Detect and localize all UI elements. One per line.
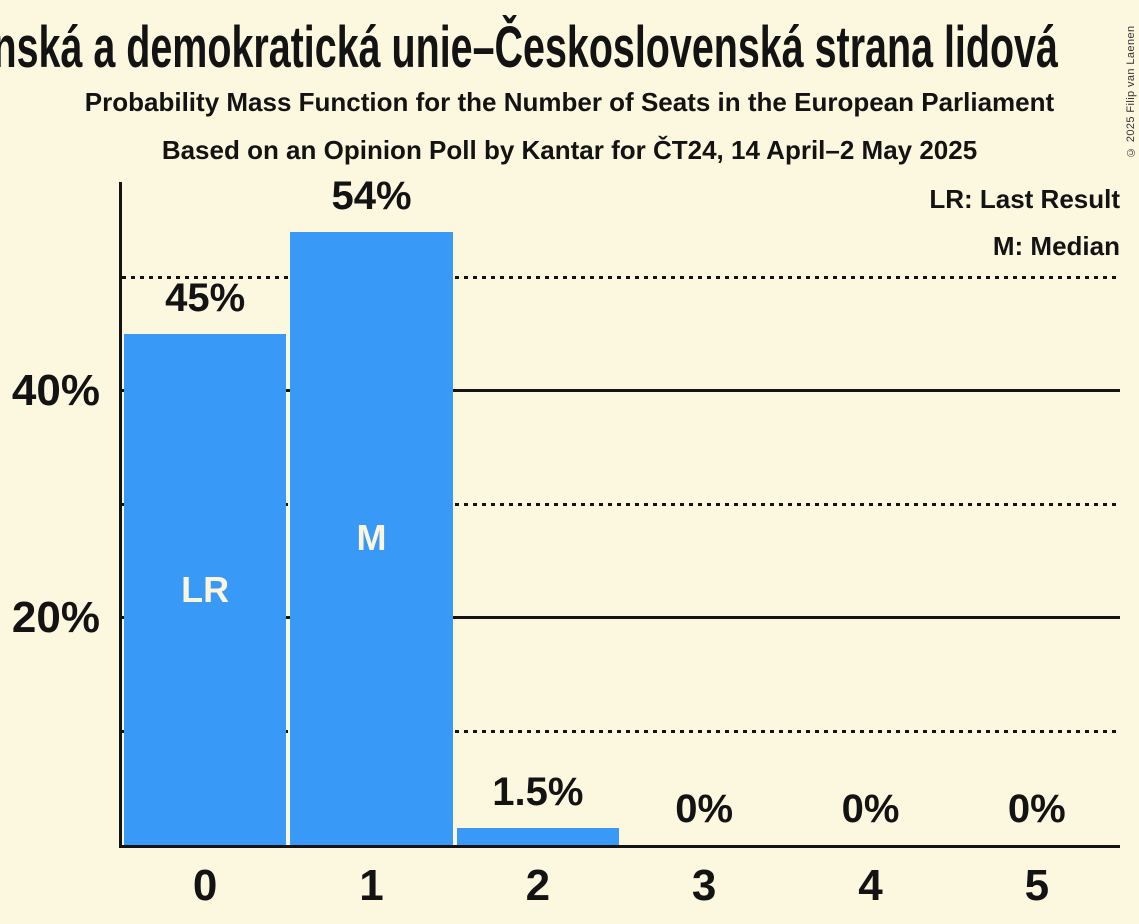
bar-column-2: 1.5% xyxy=(455,182,621,845)
legend: LR: Last Result M: Median xyxy=(929,176,1120,270)
bar-annotation-m: M xyxy=(356,517,387,559)
bar-column-4: 0% xyxy=(787,182,953,845)
bar-column-0: 45% LR xyxy=(122,182,288,845)
title-clip-region: Křesťanská a demokratická unie–Českoslov… xyxy=(0,0,1139,84)
gridline-solid-20 xyxy=(122,616,1120,620)
gridline-dotted-50 xyxy=(122,275,1120,279)
bar-column-1: 54% M xyxy=(288,174,454,845)
gridline-dotted-10 xyxy=(122,729,1120,733)
plot-area: 45% LR 54% M 1.5% 0% 0% 0% xyxy=(119,174,1120,848)
gridline-dotted-30 xyxy=(122,502,1120,506)
copyright-notice: © 2025 Filip van Laenen xyxy=(1125,25,1137,158)
chart-subtitle: Probability Mass Function for the Number… xyxy=(84,87,1055,117)
bar-value-label-0: 45% xyxy=(165,276,246,321)
bar-column-5: 0% xyxy=(954,182,1120,845)
x-tick-label-4: 4 xyxy=(858,861,883,910)
chart-source-line: Based on an Opinion Poll by Kantar for Č… xyxy=(161,135,978,165)
y-tick-label-20: 20% xyxy=(11,592,100,642)
bar-value-label-3: 0% xyxy=(675,787,734,831)
bar-column-3: 0% xyxy=(621,182,787,845)
bar-value-label-2: 1.5% xyxy=(492,769,584,814)
bar-1-seats xyxy=(290,231,453,845)
bar-value-label-1: 54% xyxy=(331,173,412,218)
legend-last-result: LR: Last Result xyxy=(929,184,1120,214)
x-tick-label-2: 2 xyxy=(525,861,551,910)
bar-value-label-4: 0% xyxy=(841,787,900,831)
x-tick-label-0: 0 xyxy=(192,861,218,910)
page-title: Křesťanská a demokratická unie–Českoslov… xyxy=(0,15,1058,80)
x-tick-label-3: 3 xyxy=(691,861,717,910)
y-tick-label-40: 40% xyxy=(11,365,100,415)
x-tick-label-5: 5 xyxy=(1024,861,1050,910)
x-tick-label-1: 1 xyxy=(359,861,384,910)
bar-2-seats xyxy=(456,827,619,845)
bar-annotation-lr: LR xyxy=(181,568,230,610)
gridline-solid-40 xyxy=(122,389,1120,393)
legend-median: M: Median xyxy=(992,231,1120,261)
bar-0-seats xyxy=(124,334,287,845)
bar-value-label-5: 0% xyxy=(1007,787,1066,831)
